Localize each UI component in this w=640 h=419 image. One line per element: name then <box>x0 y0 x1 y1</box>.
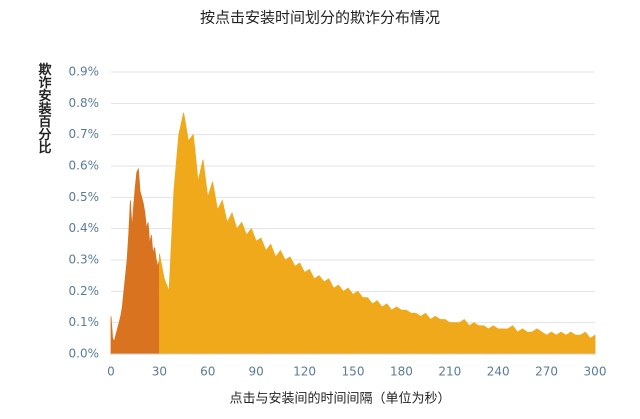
y-tick-label: 0.5% <box>69 190 100 204</box>
x-axis-label: 点击与安装间的时间间隔（单位为秒） <box>229 391 450 407</box>
y-tick-label: 0.7% <box>69 127 100 141</box>
area <box>159 112 596 355</box>
y-tick-label: 0.2% <box>69 284 100 298</box>
x-tick-label: 0 <box>107 365 115 379</box>
y-tick-label: 0.1% <box>69 315 100 329</box>
x-tick-label: 60 <box>200 365 215 379</box>
y-tick-label: 0.3% <box>69 253 100 267</box>
y-tick-label: 0.9% <box>69 65 100 79</box>
x-tick-label: 180 <box>390 365 413 379</box>
y-tick-label: 0.0% <box>69 347 100 361</box>
y-tick-label: 0.6% <box>69 159 100 173</box>
y-tick-label: 0.8% <box>69 96 100 110</box>
x-tick-label: 270 <box>535 365 558 379</box>
chart-title: 按点击安装时间划分的欺诈分布情况 <box>200 9 440 27</box>
x-tick-label: 240 <box>487 365 510 379</box>
area <box>110 167 160 355</box>
x-tick-label: 210 <box>438 365 461 379</box>
y-tick-label: 0.4% <box>69 221 100 235</box>
x-tick-label: 300 <box>584 365 607 379</box>
x-tick-label: 120 <box>293 365 316 379</box>
x-tick-label: 90 <box>249 365 264 379</box>
x-tick-label: 150 <box>342 365 365 379</box>
y-axis-label: 欺诈安装百分比 <box>36 62 53 155</box>
x-tick-label: 30 <box>152 365 167 379</box>
